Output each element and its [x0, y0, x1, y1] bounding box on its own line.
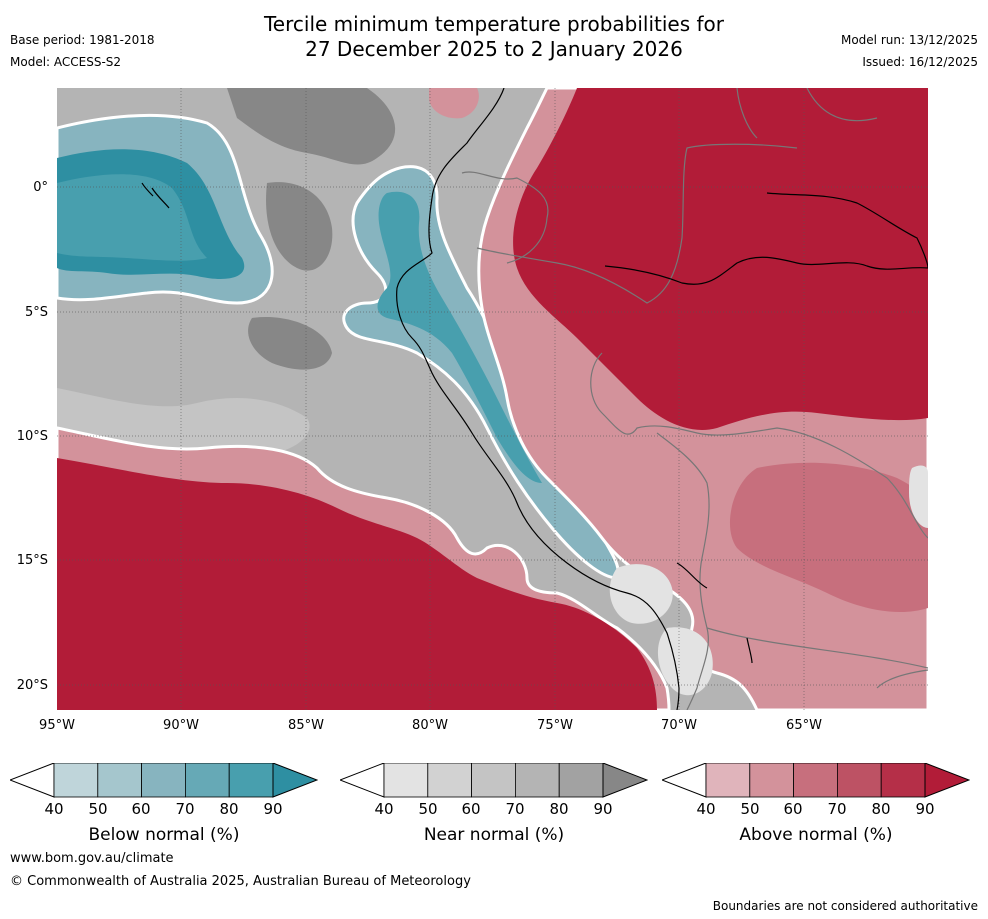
- lat-label: 20°S: [16, 678, 48, 693]
- colorbar-tick: 40: [374, 800, 394, 818]
- footer-url: www.bom.gov.au/climate: [10, 851, 174, 866]
- colorbar-tick: 90: [915, 800, 935, 818]
- base-period: Base period: 1981-2018: [10, 33, 155, 47]
- colorbar-near-normal: [340, 763, 648, 798]
- near-normal-patch-south: [657, 627, 713, 696]
- colorbar-swatch: [514, 763, 560, 798]
- lon-label: 80°W: [412, 718, 448, 733]
- colorbar-tick: 70: [505, 800, 525, 818]
- colorbar-swatch: [427, 763, 473, 798]
- country-borders: [461, 88, 928, 710]
- colorbar-tick: 50: [740, 800, 760, 818]
- colorbar-tick: 70: [827, 800, 847, 818]
- above-normal-patch-north: [429, 88, 479, 119]
- colorbar-tick: 50: [88, 800, 108, 818]
- colorbar-swatch: [749, 763, 795, 798]
- lon-label: 90°W: [163, 718, 199, 733]
- meta-right: Model run: 13/12/2025 Issued: 16/12/2025: [841, 29, 978, 73]
- colorbar-swatch: [383, 763, 429, 798]
- near-normal-core-3: [248, 317, 332, 370]
- colorbar-tick: 80: [871, 800, 891, 818]
- colorbar-tick: 90: [593, 800, 613, 818]
- colorbar-tick: 60: [461, 800, 481, 818]
- lon-label: 65°W: [786, 718, 822, 733]
- colorbar-swatch: [97, 763, 143, 798]
- colorbar-tick: 60: [783, 800, 803, 818]
- colorbar-tick: 70: [175, 800, 195, 818]
- below-normal-core-coast: [377, 191, 542, 483]
- colorbar-tick: 50: [418, 800, 438, 818]
- colorbar-above-normal: [662, 763, 970, 798]
- colorbar-swatch: [793, 763, 838, 798]
- colorbar-tick: 80: [219, 800, 239, 818]
- coastline: [141, 88, 928, 710]
- footer-disclaimer: Boundaries are not considered authoritat…: [712, 899, 978, 913]
- colorbar-tick: 60: [131, 800, 151, 818]
- colorbar-tick: 40: [44, 800, 64, 818]
- colorbar-swatch: [880, 763, 926, 798]
- title-line-1: Tercile minimum temperature probabilitie…: [263, 12, 725, 36]
- colorbar-swatch: [471, 763, 516, 798]
- issued-date: Issued: 16/12/2025: [862, 55, 978, 69]
- above-normal-core-south-ocean: [57, 458, 657, 710]
- model-run: Model run: 13/12/2025: [840, 33, 978, 47]
- colorbar-swatch: [705, 763, 751, 798]
- near-normal-core-1: [227, 88, 396, 165]
- lon-label: 85°W: [288, 718, 324, 733]
- colorbar-extend-low: [340, 763, 385, 798]
- colorbar-swatch: [53, 763, 99, 798]
- colorbar-tick: 80: [549, 800, 569, 818]
- colorbar-below-normal: [10, 763, 318, 798]
- lon-label: 75°W: [537, 718, 573, 733]
- colorbar-extend-high: [272, 763, 318, 798]
- colorbar-swatch: [141, 763, 186, 798]
- below-normal-mid-northwest: [57, 174, 207, 261]
- colorbar-label-above: Above normal (%): [739, 825, 893, 845]
- colorbar-extend-low: [662, 763, 707, 798]
- lon-label: 70°W: [661, 718, 697, 733]
- colorbar-tick: 40: [696, 800, 716, 818]
- colorbar-swatch: [184, 763, 230, 798]
- map-title: Tercile minimum temperature probabilitie…: [0, 12, 988, 62]
- near-normal-patch-east: [909, 465, 928, 528]
- lat-label: 0°: [33, 180, 48, 195]
- lat-label: 10°S: [16, 429, 48, 444]
- colorbar-label-below: Below normal (%): [88, 825, 240, 845]
- probability-map: [57, 88, 928, 710]
- lat-label: 15°S: [16, 553, 48, 568]
- near-normal-light-band: [57, 388, 310, 457]
- colorbar-extend-high: [602, 763, 648, 798]
- above-normal-core-continent: [513, 88, 928, 430]
- colorbar-extend-low: [10, 763, 55, 798]
- colorbar-swatch: [558, 763, 604, 798]
- colorbar-extend-high: [924, 763, 970, 798]
- footer-copyright: © Commonwealth of Australia 2025, Austra…: [10, 874, 471, 889]
- colorbar-tick: 90: [263, 800, 283, 818]
- title-line-2: 27 December 2025 to 2 January 2026: [305, 37, 683, 61]
- graticule: [57, 88, 928, 710]
- colorbar-swatch: [836, 763, 882, 798]
- meta-left: Base period: 1981-2018 Model: ACCESS-S2: [10, 29, 155, 73]
- near-normal-core-2: [266, 182, 333, 271]
- model-name: Model: ACCESS-S2: [10, 55, 122, 69]
- lat-label: 5°S: [24, 305, 48, 320]
- colorbar-swatch: [228, 763, 274, 798]
- near-normal-patch-altiplano: [609, 564, 673, 624]
- colorbar-label-near: Near normal (%): [423, 825, 565, 845]
- lon-label: 95°W: [39, 718, 75, 733]
- above-normal-mid-continent: [729, 462, 928, 613]
